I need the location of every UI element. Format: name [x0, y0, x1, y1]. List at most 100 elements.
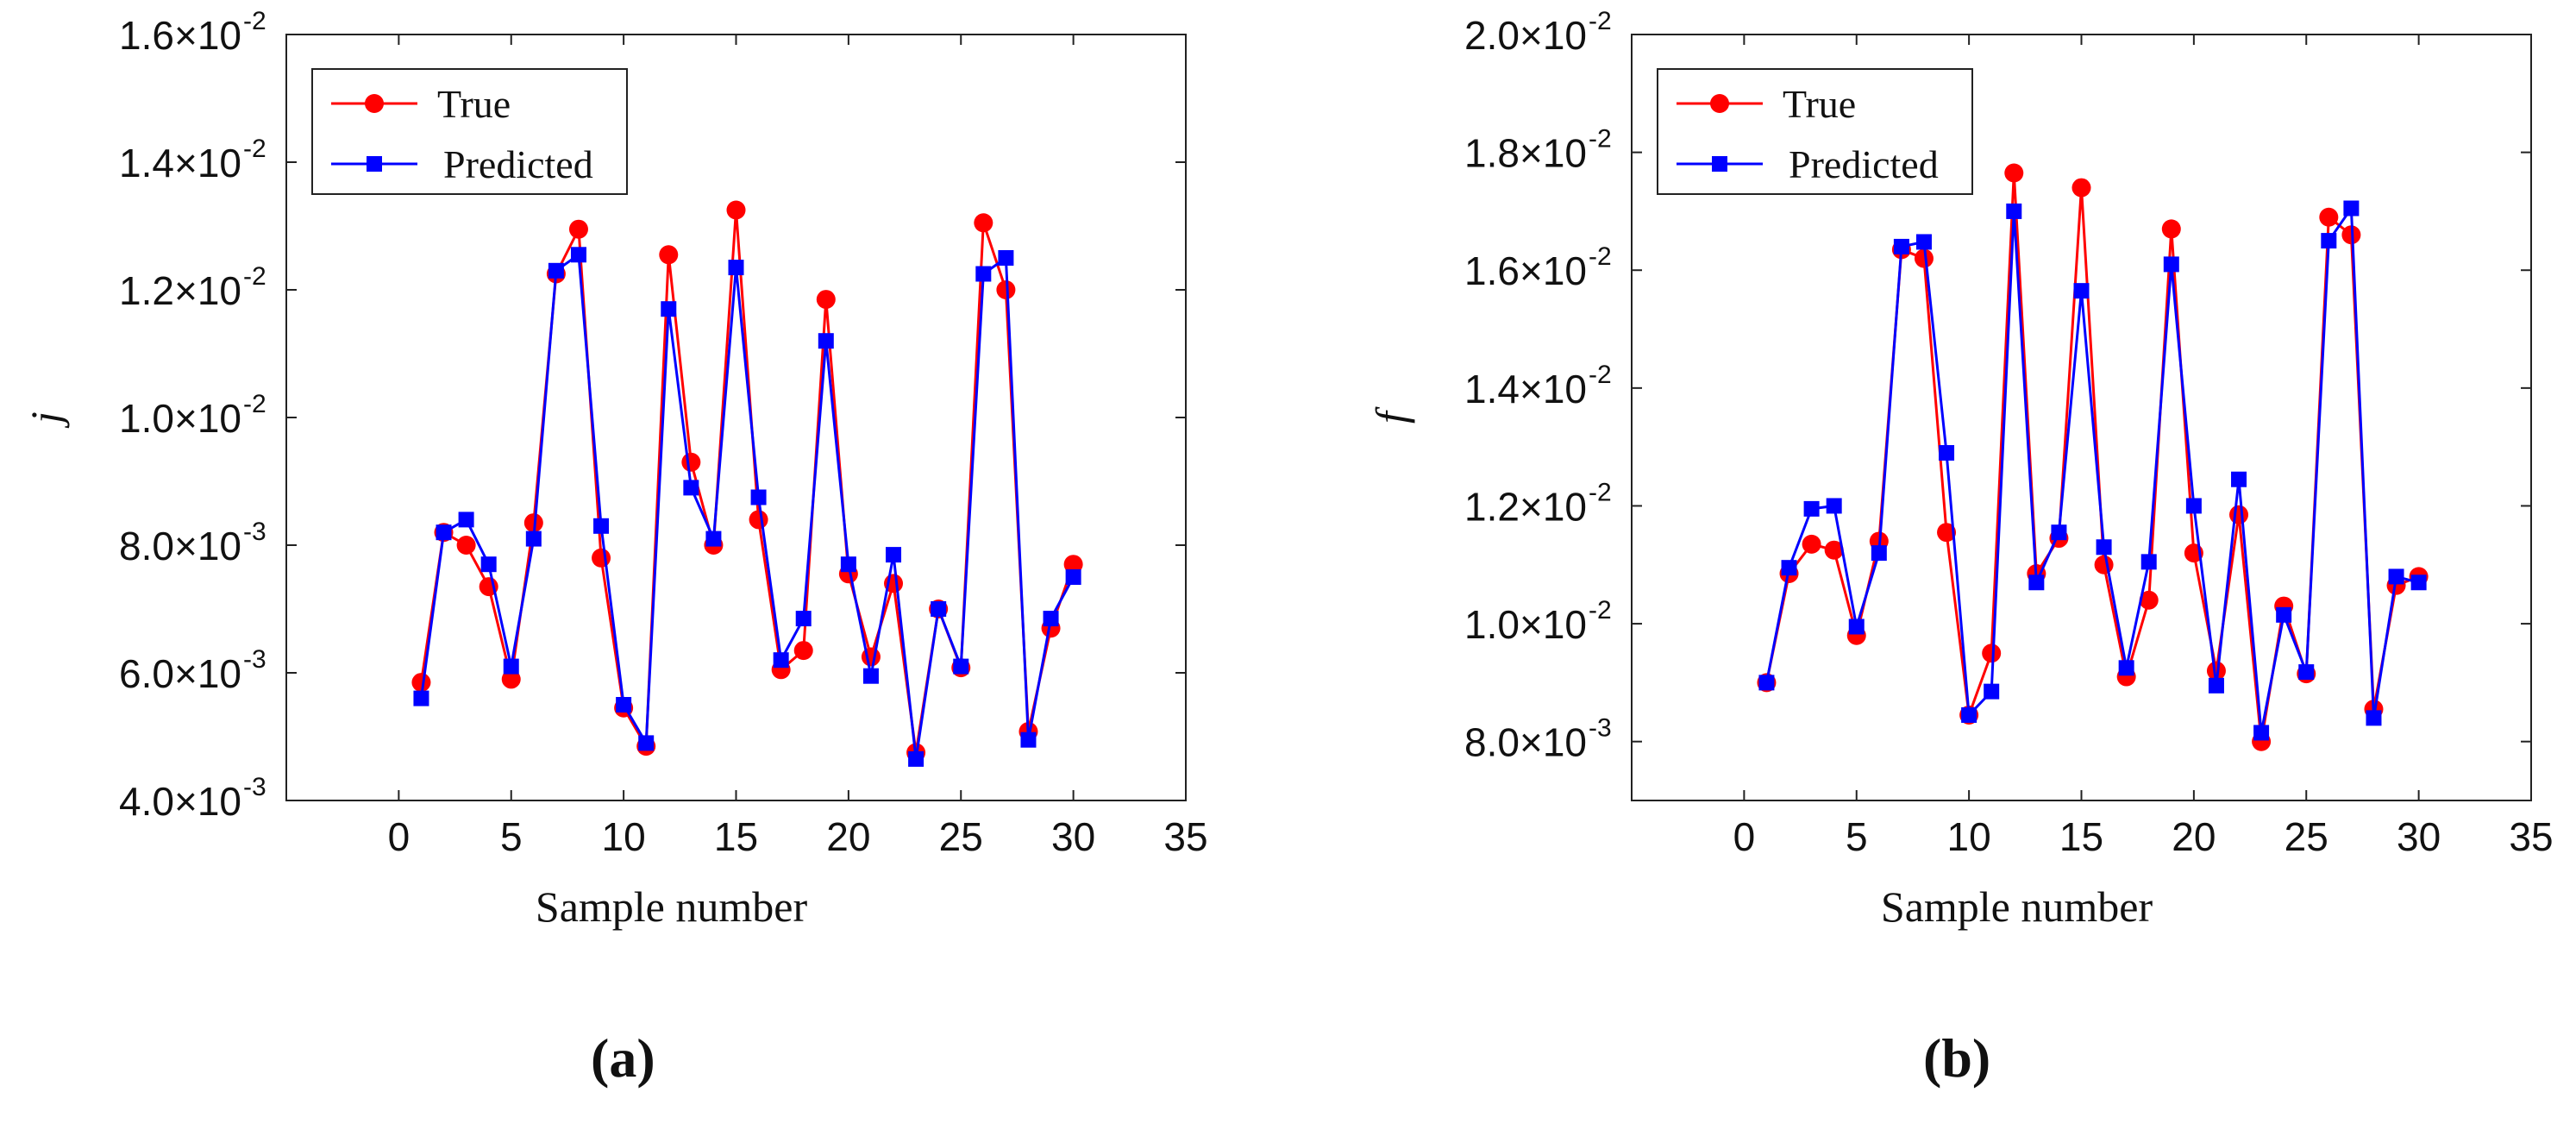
predicted-data-point [931, 601, 947, 617]
y-tick-exponent: -2 [243, 7, 266, 35]
y-tick-label: 1.4×10 [119, 141, 241, 185]
predicted-data-point [862, 668, 879, 684]
y-tick-exponent: -2 [1589, 7, 1612, 35]
x-tick-label: 0 [1733, 814, 1756, 859]
true-data-point [592, 548, 611, 568]
predicted-data-point [1781, 560, 1797, 576]
legend: True Predicted [1657, 68, 1973, 195]
predicted-data-point [1758, 675, 1775, 691]
y-tick-exponent: -3 [243, 773, 266, 801]
x-tick-label: 15 [714, 814, 758, 859]
true-data-point [411, 673, 431, 693]
y-tick-exponent: -2 [1589, 596, 1612, 625]
predicted-data-point [953, 658, 969, 675]
predicted-data-point [1961, 706, 1977, 723]
x-tick-label: 25 [2285, 814, 2328, 859]
predicted-data-point [638, 735, 655, 751]
true-data-point [523, 513, 543, 533]
true-data-point [2139, 590, 2159, 610]
predicted-data-point [1043, 611, 1059, 627]
predicted-data-point [458, 512, 474, 528]
predicted-data-point [705, 530, 722, 547]
predicted-data-point [2343, 200, 2360, 217]
y-tick-exponent: -2 [1589, 125, 1612, 154]
series-predicted [413, 247, 1081, 767]
chart-panel-a: 0 5 10 15 20 25 30 35 4.0×10 -3 6.0×10 -3 8.0×10 -3 1.… [0, 0, 1276, 1130]
predicted-data-point [1803, 500, 1820, 517]
predicted-data-point [2410, 574, 2427, 591]
x-tick-label: 15 [2059, 814, 2103, 859]
predicted-data-point [2140, 554, 2157, 570]
predicted-data-point [436, 524, 452, 541]
y-tick-exponent: -2 [1589, 242, 1612, 271]
predicted-data-point [2388, 568, 2404, 585]
x-tick-label: 0 [388, 814, 411, 859]
x-tick-label: 10 [602, 814, 646, 859]
predicted-data-point [908, 750, 924, 767]
y-tick-exponent: -3 [1589, 714, 1612, 743]
predicted-data-point [2298, 664, 2315, 681]
panel-label-b: (b) [1923, 1027, 1991, 1089]
true-data-point [2229, 505, 2249, 524]
y-tick-label: 1.2×10 [119, 268, 241, 313]
y-tick-label: 8.0×10 [119, 524, 241, 568]
y-tick-exponent: -2 [1589, 361, 1612, 389]
x-tick-label: 10 [1947, 814, 1991, 859]
predicted-data-point [2276, 606, 2292, 623]
predicted-data-point [2118, 660, 2134, 676]
predicted-data-point [998, 250, 1014, 266]
true-data-point [1063, 555, 1083, 574]
predicted-data-point [661, 301, 677, 317]
x-tick-label: 5 [1846, 814, 1868, 859]
y-tick-label: 1.2×10 [1464, 484, 1587, 529]
chart-panel-b: 0 5 10 15 20 25 30 35 8.0×10 -3 1.0×10 -2 1.2×10 -2 1.… [1345, 0, 2576, 1130]
predicted-data-point [1939, 444, 1955, 461]
true-data-point [793, 641, 813, 661]
x-tick-label: 30 [2397, 814, 2441, 859]
predicted-data-point [593, 518, 610, 534]
predicted-data-point [480, 556, 497, 573]
true-data-point [2004, 163, 2024, 183]
y-tick-exponent: -2 [1589, 478, 1612, 506]
y-tick-label: 2.0×10 [1464, 13, 1587, 58]
predicted-data-point [886, 547, 902, 563]
panel-label-a: (a) [591, 1027, 655, 1089]
predicted-data-point [2163, 256, 2179, 273]
y-tick-exponent: -2 [243, 262, 266, 291]
chart-a-svg: 0 5 10 15 20 25 30 354.0×10 -36.0×10 -38.0×10 -31.… [22, 7, 1208, 931]
x-tick-label: 20 [2172, 814, 2216, 859]
predicted-data-point [1020, 731, 1037, 748]
true-data-point [1824, 540, 1844, 560]
predicted-data-point [2096, 539, 2112, 556]
true-data-point [2206, 661, 2226, 681]
predicted-series-line [1764, 204, 2420, 733]
x-tick-label: 35 [1163, 814, 1207, 859]
predicted-data-point [548, 262, 564, 279]
series-predicted [1758, 200, 2427, 741]
x-tick-label: 5 [500, 814, 523, 859]
y-axis-title: f [1367, 406, 1415, 424]
predicted-data-point [413, 690, 429, 706]
predicted-data-point [975, 266, 992, 282]
predicted-data-point [2073, 283, 2090, 299]
predicted-data-point [1871, 545, 1887, 562]
y-tick-exponent: -2 [243, 135, 266, 163]
true-data-point [2071, 178, 2091, 198]
predicted-data-point [773, 652, 789, 669]
predicted-data-point [840, 556, 856, 573]
true-data-point [681, 452, 701, 472]
legend-true-marker [365, 94, 384, 113]
true-data-point [1802, 534, 1821, 554]
x-tick-label: 35 [2509, 814, 2553, 859]
predicted-data-point [2051, 524, 2067, 541]
true-data-point [568, 219, 588, 239]
y-tick-label: 1.6×10 [1464, 248, 1587, 293]
predicted-data-point [1826, 498, 1842, 514]
legend-predicted-label: Predicted [443, 142, 593, 186]
predicted-data-point [570, 247, 586, 263]
predicted-data-point [728, 260, 744, 276]
y-tick-exponent: -2 [243, 390, 266, 418]
predicted-data-point [1065, 569, 1081, 585]
predicted-data-point [1848, 618, 1865, 635]
x-tick-label: 25 [939, 814, 983, 859]
